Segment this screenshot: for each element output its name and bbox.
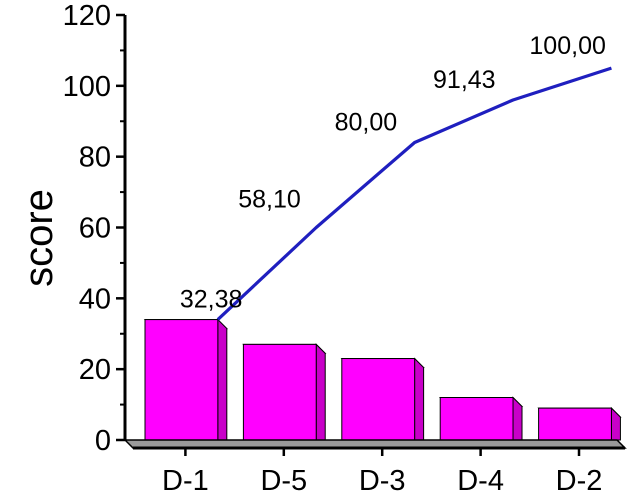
x-tick-label: D-1 — [162, 465, 209, 497]
bar-D-5 — [242, 343, 327, 441]
bar-side-face — [217, 318, 228, 441]
bar-front-face — [341, 358, 416, 441]
data-label: 32,38 — [180, 286, 243, 314]
y-tick-label: 120 — [63, 0, 111, 32]
bar-front-face — [439, 397, 514, 441]
x-tick-label: D-4 — [457, 465, 504, 497]
y-tick-label: 40 — [79, 283, 111, 315]
bar-side-face — [414, 357, 425, 441]
y-tick-label: 20 — [79, 354, 111, 386]
labels-layer: 32,38 58,10 80,00 91,43 100,00 0 20 40 60 80 100 12… — [63, 0, 606, 497]
line-layer — [216, 66, 612, 321]
data-label: 91,43 — [433, 66, 496, 94]
bar-D-1 — [143, 318, 229, 441]
y-tick-label: 0 — [95, 425, 111, 457]
axes-layer — [116, 13, 627, 456]
bar-front-face — [538, 407, 612, 441]
bar-front-face — [144, 319, 219, 441]
bar-side-face — [315, 343, 326, 441]
x-tick-label: D-3 — [359, 465, 406, 497]
bar-D-3 — [340, 357, 425, 441]
x-tick-label: D-5 — [260, 465, 307, 497]
cumulative-line — [216, 66, 612, 321]
bar-D-4 — [438, 396, 524, 441]
bar-front-face — [242, 343, 317, 441]
bar-D-2 — [537, 406, 622, 441]
x-tick-label: D-2 — [556, 465, 603, 497]
bar-side-face — [610, 406, 621, 441]
bar-side-face — [512, 396, 523, 441]
y-tick-label: 80 — [79, 142, 111, 174]
bars-layer — [143, 318, 622, 441]
data-label: 80,00 — [335, 109, 398, 137]
data-label: 100,00 — [529, 32, 605, 60]
y-tick-label: 60 — [79, 213, 111, 245]
y-tick-label: 100 — [63, 71, 111, 103]
data-label: 58,10 — [238, 186, 301, 214]
y-axis-title: score — [17, 189, 61, 287]
